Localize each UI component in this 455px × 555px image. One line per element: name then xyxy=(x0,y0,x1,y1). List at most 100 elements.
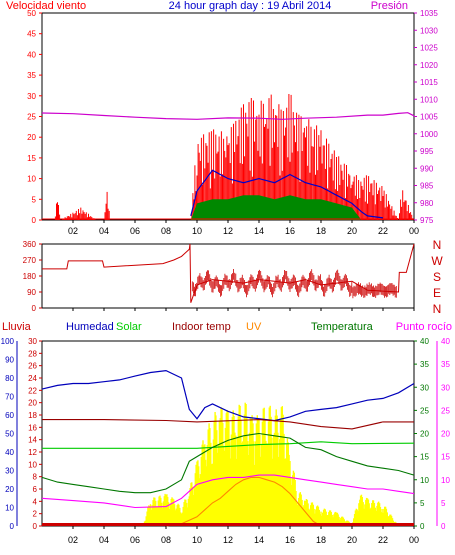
time-tick-label: 08 xyxy=(161,226,171,236)
dew-point-axis-label: Punto rocío xyxy=(396,321,452,333)
wind-direction-panel-frame xyxy=(41,243,415,309)
indoor-temp-legend-label: Indoor temp xyxy=(172,321,231,333)
pressure-tick-label: 990 xyxy=(420,164,434,173)
pressure-tick-label: 1035 xyxy=(420,9,438,18)
rain-tick-label: 26 xyxy=(28,362,37,371)
humidity-tick-label: 70 xyxy=(5,393,14,402)
temperature-tick-label: 25 xyxy=(420,406,429,415)
pressure-tick-label: 1020 xyxy=(420,61,438,70)
time-tick-label: 12 xyxy=(223,226,233,236)
pressure-tick-label: 1010 xyxy=(420,95,438,104)
bottom-time-tick-label: 12 xyxy=(223,535,233,545)
pressure-tick-label: 1015 xyxy=(420,78,438,87)
dew-point-tick-label: 0 xyxy=(441,522,446,531)
rain-tick-label: 8 xyxy=(33,473,38,482)
rain-tick-label: 20 xyxy=(28,399,37,408)
wind-direction-line xyxy=(42,243,415,303)
dew-point-tick-label: 10 xyxy=(441,476,450,485)
direction-label-n-top: N xyxy=(433,238,442,252)
temperature-tick-label: 0 xyxy=(420,522,425,531)
rain-tick-label: 2 xyxy=(33,510,38,519)
rain-tick-label: 30 xyxy=(28,337,37,346)
direction-label-s: S xyxy=(433,270,441,284)
uv-legend-label: UV xyxy=(246,321,262,333)
dew-point-tick-label: 35 xyxy=(441,360,450,369)
pressure-tick-label: 995 xyxy=(420,147,434,156)
humidity-tick-label: 20 xyxy=(5,485,14,494)
wind-tick-label: 30 xyxy=(27,92,36,101)
rain-tick-label: 24 xyxy=(28,374,37,383)
dew-point-tick-label: 30 xyxy=(441,383,450,392)
bottom-time-tick-label: 18 xyxy=(316,535,326,545)
temperature-tick-label: 30 xyxy=(420,383,429,392)
pressure-line xyxy=(41,112,415,120)
temperature-tick-label: 5 xyxy=(420,499,425,508)
direction-label-e: E xyxy=(433,286,441,300)
temperature-tick-label: 40 xyxy=(420,337,429,346)
wind-mean-line xyxy=(190,169,384,219)
rain-tick-label: 16 xyxy=(28,423,37,432)
rain-tick-label: 4 xyxy=(33,497,38,506)
humidity-axis-label: Humedad xyxy=(66,321,114,333)
rain-tick-label: 6 xyxy=(33,485,38,494)
pressure-tick-label: 980 xyxy=(420,199,434,208)
bottom-time-tick-label: 06 xyxy=(130,535,140,545)
time-tick-label: 00 xyxy=(409,226,419,236)
pressure-axis-label: Presión xyxy=(371,0,408,12)
bottom-time-tick-label: 14 xyxy=(254,535,264,545)
temperature-tick-label: 10 xyxy=(420,476,429,485)
bottom-time-tick-label: 22 xyxy=(378,535,388,545)
chart-title: 24 hour graph day : 19 Abril 2014 xyxy=(169,0,332,12)
dew-point-tick-label: 15 xyxy=(441,453,450,462)
dew-point-line xyxy=(41,474,415,509)
time-tick-label: 10 xyxy=(192,226,202,236)
pressure-tick-label: 1005 xyxy=(420,113,438,122)
humidity-tick-label: 90 xyxy=(5,356,14,365)
direction-label-n-bottom: N xyxy=(433,302,442,316)
rain-axis-label: Lluvia xyxy=(2,321,32,333)
rain-tick-label: 10 xyxy=(28,460,37,469)
time-tick-label: 14 xyxy=(254,226,264,236)
wind-tick-label: 0 xyxy=(32,216,37,225)
time-tick-label: 22 xyxy=(378,226,388,236)
dew-point-tick-label: 5 xyxy=(441,499,446,508)
pressure-tick-label: 1025 xyxy=(420,44,438,53)
dew-point-tick-label: 25 xyxy=(441,406,450,415)
rain-tick-label: 28 xyxy=(28,349,37,358)
rain-tick-label: 22 xyxy=(28,386,37,395)
wind-tick-label: 40 xyxy=(27,50,36,59)
wind-tick-label: 15 xyxy=(27,154,36,163)
temperature-tick-label: 20 xyxy=(420,430,429,439)
humidity-tick-label: 50 xyxy=(5,430,14,439)
pressure-tick-label: 1000 xyxy=(420,130,438,139)
rain-bar xyxy=(42,523,414,526)
time-tick-label: 16 xyxy=(285,226,295,236)
direction-tick-label: 90 xyxy=(27,288,36,297)
direction-tick-label: 0 xyxy=(32,304,37,313)
humidity-tick-label: 0 xyxy=(10,522,15,531)
humidity-tick-label: 80 xyxy=(5,374,14,383)
humidity-tick-label: 60 xyxy=(5,411,14,420)
bottom-time-tick-label: 02 xyxy=(68,535,78,545)
humidity-tick-label: 10 xyxy=(5,504,14,513)
humidity-line xyxy=(41,369,415,422)
dew-point-tick-label: 40 xyxy=(441,337,450,346)
bottom-time-tick-label: 00 xyxy=(409,535,419,545)
wind-green-area xyxy=(190,195,362,220)
rain-tick-label: 18 xyxy=(28,411,37,420)
bottom-time-tick-label: 04 xyxy=(99,535,109,545)
humidity-tick-label: 100 xyxy=(1,337,15,346)
time-tick-label: 20 xyxy=(347,226,357,236)
humidity-tick-label: 30 xyxy=(5,467,14,476)
humidity-tick-label: 40 xyxy=(5,448,14,457)
bottom-time-tick-label: 20 xyxy=(347,535,357,545)
wind-tick-label: 25 xyxy=(27,113,36,122)
bottom-time-tick-label: 16 xyxy=(285,535,295,545)
wind-tick-label: 45 xyxy=(27,30,36,39)
rain-tick-label: 0 xyxy=(33,522,38,531)
wind-tick-label: 50 xyxy=(27,9,36,18)
pressure-tick-label: 985 xyxy=(420,182,434,191)
time-tick-label: 18 xyxy=(316,226,326,236)
